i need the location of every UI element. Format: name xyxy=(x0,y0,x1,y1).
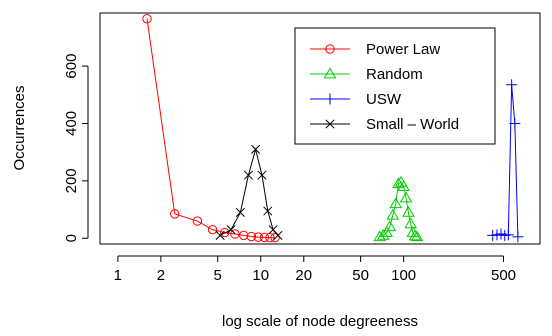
data-point-random xyxy=(383,220,397,232)
legend-swatch-marker xyxy=(325,119,335,129)
series-random xyxy=(373,175,424,242)
data-point-power-law xyxy=(207,224,218,235)
x-tick-label: 10 xyxy=(252,267,269,284)
data-point-random xyxy=(399,191,413,203)
data-point-small-world xyxy=(215,230,225,240)
legend-label: Power Law xyxy=(366,41,440,58)
data-point-random xyxy=(404,217,418,229)
legend: Power Law Random USW Small – World xyxy=(294,27,496,145)
legend-label: Random xyxy=(366,66,423,83)
series-usw xyxy=(487,79,524,243)
x-tick-label: 2 xyxy=(157,267,165,284)
data-point-random xyxy=(408,229,422,241)
data-point-small-world xyxy=(243,170,253,180)
series-line-usw xyxy=(492,84,519,237)
legend-swatch-marker xyxy=(323,67,337,79)
x-tick-label: 20 xyxy=(295,267,312,284)
data-point-power-law xyxy=(220,227,230,238)
data-point-random xyxy=(380,226,393,237)
legend-entry-usw: USW xyxy=(310,91,402,108)
data-point-power-law xyxy=(270,232,280,243)
x-tick-label: 100 xyxy=(391,267,416,284)
data-point-power-law xyxy=(246,231,257,242)
data-point-random xyxy=(389,197,403,209)
y-tick-label: 400 xyxy=(63,111,80,136)
data-point-small-world xyxy=(273,230,283,240)
data-point-random xyxy=(386,208,400,220)
legend-swatch-marker xyxy=(325,44,335,54)
data-point-usw xyxy=(512,231,524,243)
x-axis-label: log scale of node degreeness xyxy=(222,313,418,330)
legend-entry-power-law: Power Law xyxy=(310,41,440,58)
y-axis-label: Occurrences xyxy=(11,85,28,170)
legend-label: USW xyxy=(366,91,402,108)
data-point-small-world xyxy=(226,225,236,235)
y-axis: 0 200 400 600 xyxy=(63,54,89,242)
data-point-usw xyxy=(509,117,521,129)
data-point-power-law xyxy=(239,230,249,241)
y-tick-label: 0 xyxy=(63,234,80,242)
x-tick-label: 5 xyxy=(214,267,222,284)
data-point-usw xyxy=(487,229,499,241)
series-line-small-world xyxy=(219,147,279,236)
legend-entry-small-world: Small – World xyxy=(310,116,459,133)
y-tick-label: 600 xyxy=(63,54,80,79)
x-tick-label: 1 xyxy=(114,267,122,284)
data-point-usw xyxy=(502,229,514,241)
x-tick-label: 500 xyxy=(491,267,516,284)
x-axis: 1 2 5 10 20 50 100 500 xyxy=(114,255,516,284)
legend-entry-random: Random xyxy=(310,66,423,83)
data-point-power-law xyxy=(259,232,270,243)
data-point-small-world xyxy=(263,206,273,216)
data-point-random xyxy=(376,228,390,240)
series-small-world xyxy=(215,144,283,240)
data-point-small-world xyxy=(257,170,267,180)
data-point-random xyxy=(402,205,415,217)
data-point-random xyxy=(397,180,411,191)
legend-swatch-marker xyxy=(324,93,336,105)
y-tick-label: 200 xyxy=(63,168,80,193)
data-point-small-world xyxy=(235,207,245,217)
data-point-power-law xyxy=(170,209,180,219)
plot-frame xyxy=(99,12,541,245)
legend-label: Small – World xyxy=(366,116,459,133)
data-point-small-world xyxy=(268,225,278,235)
data-point-power-law xyxy=(192,216,203,226)
data-point-power-law xyxy=(253,232,263,242)
x-tick-label: 50 xyxy=(352,267,369,284)
data-point-power-law xyxy=(230,229,240,239)
legend-box xyxy=(294,27,496,145)
series-line-power-law xyxy=(146,18,276,239)
series-power-law xyxy=(142,14,280,243)
data-point-random xyxy=(410,230,424,242)
data-point-power-law xyxy=(142,14,152,24)
data-point-usw xyxy=(506,79,518,91)
series-layer xyxy=(142,14,524,243)
data-point-random xyxy=(392,177,405,189)
data-point-small-world xyxy=(251,144,261,154)
